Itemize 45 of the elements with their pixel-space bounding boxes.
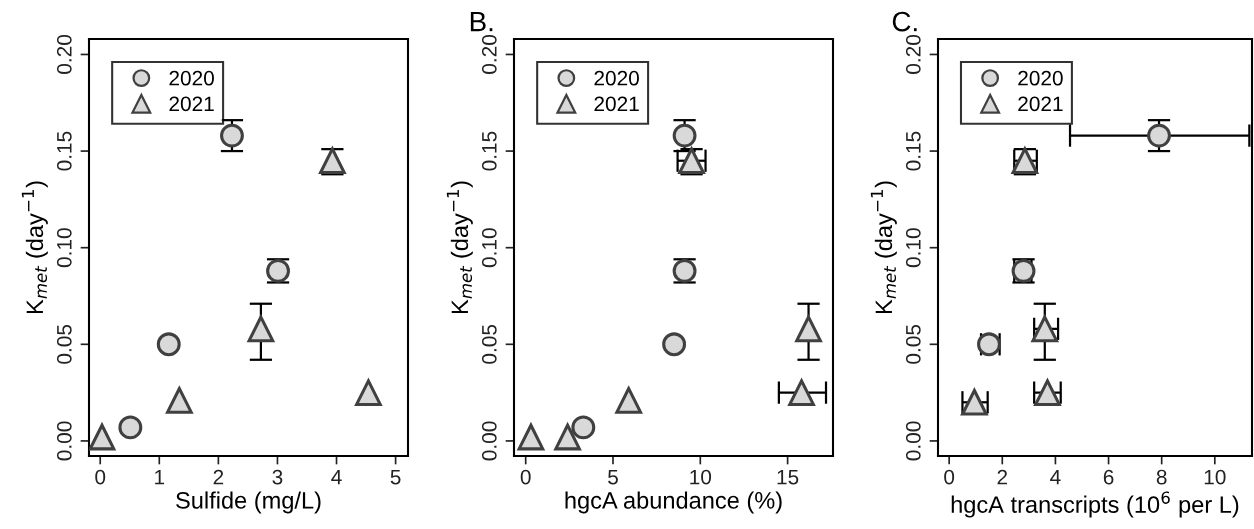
legend-label: 2021	[594, 96, 639, 112]
y-tick-label: 0.20	[56, 35, 72, 74]
x-tick-label: 3	[272, 469, 283, 485]
y-tick-label: 0.10	[481, 228, 497, 268]
y-tick-label: 0.15	[481, 131, 497, 171]
x-tick-label: 0	[95, 469, 106, 485]
legend-label: 2021	[169, 96, 214, 112]
x-tick-label: 8	[1156, 469, 1167, 485]
legend-label: 2020	[594, 70, 639, 86]
x-tick-label: 15	[777, 469, 799, 485]
y-tick-label: 0.05	[56, 324, 72, 364]
y-tick-label: 0.10	[905, 228, 921, 268]
legend-label: 2020	[1018, 70, 1063, 86]
y-tick-label: 0.15	[56, 131, 72, 171]
y-tick-label: 0.20	[905, 35, 921, 74]
y-axis-title: K$_{met}$ (day$^{−1}$)	[21, 181, 48, 314]
x-tick-label: 0	[520, 469, 531, 485]
x-tick-label: 4	[1050, 469, 1061, 485]
x-tick-label: 5	[608, 469, 618, 485]
y-tick-label: 0.05	[905, 324, 921, 364]
y-tick-label: 0.20	[481, 35, 497, 74]
x-tick-label: 4	[331, 469, 342, 485]
legend-label: 2021	[1018, 96, 1063, 112]
x-tick-label: 0	[944, 469, 955, 485]
chart-title: B.	[470, 12, 493, 32]
x-tick-label: 5	[390, 469, 401, 485]
y-tick-label: 0.00	[481, 421, 497, 461]
x-tick-label: 6	[1103, 469, 1114, 485]
x-tick-label: 10	[690, 469, 712, 485]
x-axis-title: hgcA transcripts (10$^{6}$ per L)	[951, 491, 1239, 518]
x-tick-label: 2	[997, 469, 1008, 485]
y-tick-label: 0.00	[56, 421, 72, 461]
y-tick-label: 0.05	[481, 324, 497, 364]
y-tick-label: 0.10	[56, 228, 72, 268]
chart-title: C.	[892, 11, 917, 32]
x-tick-label: 1	[155, 469, 165, 485]
y-axis-title: K$_{met}$ (day$^{−1}$)	[446, 181, 473, 314]
x-tick-label: 10	[1204, 469, 1226, 485]
y-tick-label: 0.15	[905, 131, 921, 171]
x-axis-title: hgcA abundance (%)	[565, 491, 782, 514]
x-axis-title: Sulfide (mg/L)	[176, 491, 321, 514]
y-tick-label: 0.00	[905, 421, 921, 461]
legend-label: 2020	[169, 70, 214, 86]
y-axis-title: K$_{met}$ (day$^{−1}$)	[870, 181, 897, 314]
x-tick-label: 2	[213, 469, 224, 485]
